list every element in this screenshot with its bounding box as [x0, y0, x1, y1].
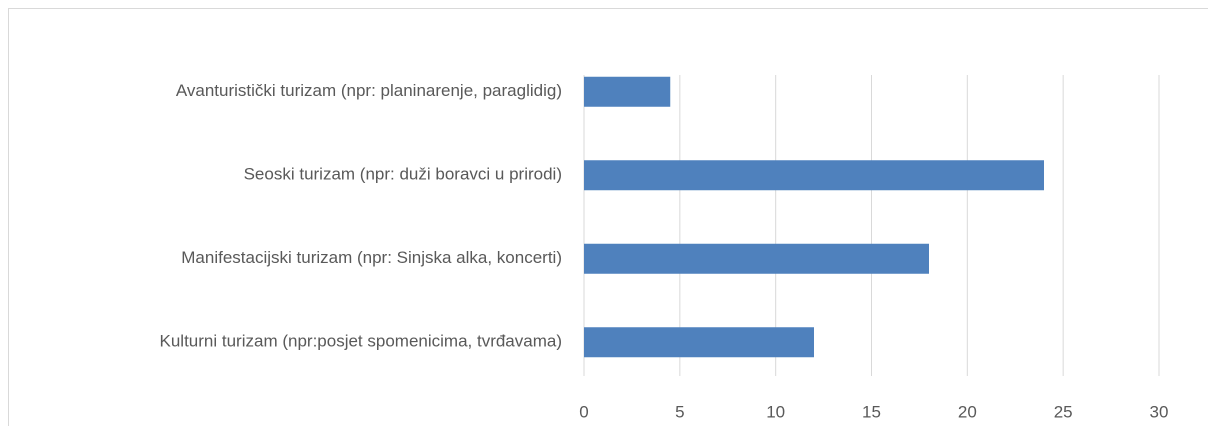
bar	[584, 243, 929, 274]
y-tick-label: Manifestacijski turizam (npr: Sinjska al…	[181, 248, 562, 267]
x-tick-label: 5	[675, 402, 684, 421]
y-tick-label: Kulturni turizam (npr:posjet spomenicima…	[160, 332, 562, 351]
y-tick-label: Avanturistički turizam (npr: planinarenj…	[176, 81, 562, 100]
bar	[584, 160, 1044, 191]
chart-border	[8, 8, 1208, 426]
x-tick-label: 15	[862, 402, 881, 421]
x-tick-label: 20	[958, 402, 977, 421]
x-tick-label: 30	[1150, 402, 1169, 421]
x-tick-label: 0	[579, 402, 588, 421]
y-tick-label: Seoski turizam (npr: duži boravci u prir…	[244, 165, 562, 184]
bar	[584, 327, 814, 358]
bar	[584, 76, 671, 107]
x-tick-label: 10	[766, 402, 785, 421]
x-tick-label: 25	[1054, 402, 1073, 421]
